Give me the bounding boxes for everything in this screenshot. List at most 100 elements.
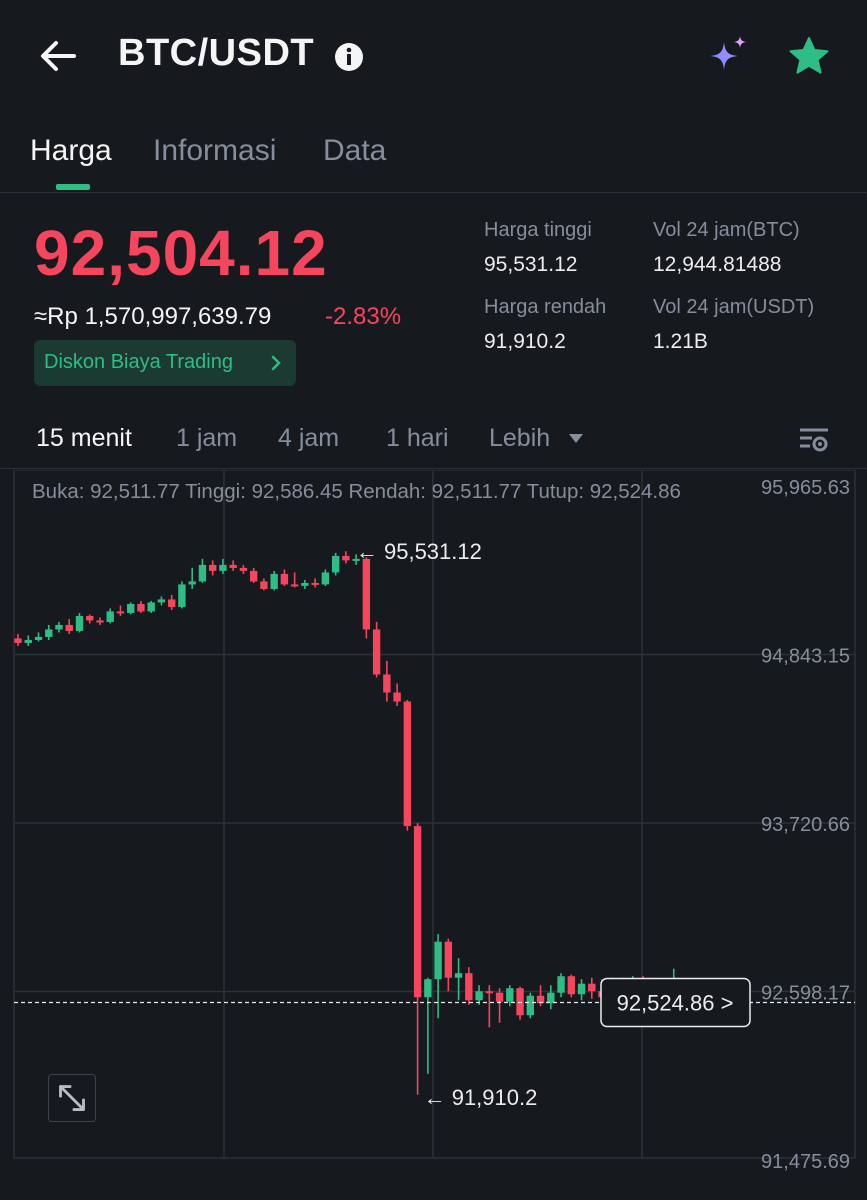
- vol-usdt-value: 1.21B: [653, 330, 708, 353]
- candle-down: [516, 988, 524, 1016]
- candle-down: [342, 555, 350, 561]
- candle-down: [413, 826, 422, 998]
- candle-up: [75, 615, 84, 631]
- candle-down: [383, 674, 391, 693]
- candle-down: [86, 615, 94, 621]
- interval-1h[interactable]: 1 jam: [176, 424, 238, 452]
- candle-up: [198, 564, 207, 582]
- tab-harga[interactable]: Harga: [30, 134, 112, 167]
- y-tick-label: 94,843.15: [761, 645, 850, 667]
- candle-up: [24, 639, 32, 643]
- y-tick-label: 95,965.63: [761, 477, 850, 499]
- y-tick-label: 91,475.69: [761, 1151, 850, 1173]
- candle-up: [188, 581, 196, 585]
- tab-data[interactable]: Data: [323, 134, 387, 167]
- chevron-right-icon: [271, 355, 281, 371]
- interval-15m[interactable]: 15 menit: [36, 424, 132, 452]
- candle-up: [270, 573, 278, 589]
- candle-down: [208, 564, 217, 571]
- candle-up: [45, 629, 53, 637]
- candle-down: [280, 573, 289, 585]
- candle-down: [393, 692, 401, 702]
- candle-up: [301, 582, 309, 586]
- current-price-tag[interactable]: [600, 977, 751, 1028]
- chart-grid: [13, 470, 856, 1159]
- candle-down: [290, 584, 299, 587]
- candle-up: [321, 572, 330, 585]
- candle-up: [454, 973, 463, 978]
- candle-up: [557, 976, 565, 993]
- candle-down: [465, 973, 473, 1001]
- candle-up: [475, 991, 483, 1001]
- high-label: Harga tinggi: [484, 219, 592, 241]
- candle-down: [311, 582, 319, 585]
- candle-up: [506, 988, 514, 1002]
- candle-down: [536, 995, 545, 1004]
- candle-down: [96, 620, 104, 623]
- low-value: 91,910.2: [484, 330, 566, 353]
- candle-up: [526, 995, 534, 1016]
- candle-up: [55, 624, 63, 630]
- chart-settings-icon[interactable]: [798, 424, 830, 456]
- candle-down: [444, 941, 453, 978]
- candle-down: [116, 611, 125, 614]
- candle-up: [34, 636, 43, 640]
- interval-bar: 15 menit 1 jam 4 jam 1 hari Lebih: [0, 408, 867, 469]
- candle-down: [65, 624, 73, 631]
- interval-4h[interactable]: 4 jam: [278, 424, 340, 452]
- candle-up: [219, 564, 227, 571]
- vol-usdt-label: Vol 24 jam(USDT): [653, 296, 815, 318]
- candle-down: [495, 992, 504, 1002]
- pair-title: BTC/USDT: [118, 32, 315, 74]
- candle-down: [260, 581, 268, 589]
- price-change: -2.83%: [325, 303, 402, 330]
- high-marker-label: ← 95,531.12: [356, 539, 482, 564]
- candle-down: [403, 701, 412, 827]
- candle-down: [14, 638, 22, 643]
- interval-more[interactable]: Lebih: [489, 424, 551, 452]
- arrow-left-icon[interactable]: [36, 34, 80, 78]
- expand-icon[interactable]: [48, 1074, 96, 1122]
- candle-up: [577, 983, 586, 995]
- candle-up: [157, 599, 166, 603]
- info-circle-icon[interactable]: [334, 42, 364, 72]
- fee-discount-label: Diskon Biaya Trading: [44, 351, 233, 373]
- ohlc-info: Buka: 92,511.77 Tinggi: 92,586.45 Rendah…: [32, 480, 681, 503]
- vol-btc-value: 12,944.81488: [653, 253, 782, 276]
- y-tick-label: 92,598.17: [761, 983, 850, 1005]
- sparkle-icon[interactable]: [704, 34, 752, 78]
- candle-down: [229, 564, 237, 568]
- candle-down: [485, 991, 494, 994]
- candle-up: [331, 555, 340, 573]
- candle-up: [434, 941, 442, 980]
- idr-price: ≈Rp 1,570,997,639.79: [34, 303, 272, 330]
- candle-up: [147, 602, 155, 612]
- y-tick-label: 93,720.66: [761, 814, 850, 836]
- candlestick-chart[interactable]: 95,965.63 94,843.15 93,720.66 92,598.17 91,4…: [0, 470, 867, 1200]
- active-tab-indicator: [56, 184, 90, 190]
- candle-down: [362, 558, 371, 630]
- vol-btc-label: Vol 24 jam(BTC): [653, 219, 800, 241]
- low-marker-label: ← 91,910.2: [424, 1085, 538, 1110]
- current-price-label: 92,524.86 >: [617, 991, 734, 1016]
- fee-discount-button[interactable]: Diskon Biaya Trading: [34, 340, 296, 386]
- chart-labels: 95,965.63 94,843.15 93,720.66 92,598.17 91,4…: [14, 477, 855, 1173]
- last-price: 92,504.12: [34, 217, 328, 289]
- candle-down: [137, 603, 145, 612]
- caret-down-icon[interactable]: [568, 432, 584, 444]
- candle-down: [567, 976, 575, 995]
- candle-down: [372, 629, 381, 675]
- candle-down: [249, 570, 258, 582]
- candle-up: [178, 584, 186, 607]
- candle-down: [588, 983, 596, 992]
- tab-informasi[interactable]: Informasi: [153, 134, 277, 167]
- interval-1d[interactable]: 1 hari: [386, 424, 449, 452]
- candle-up: [424, 979, 432, 998]
- chart-frame: [13, 470, 856, 1159]
- star-icon[interactable]: [788, 36, 830, 76]
- candle-down: [239, 567, 248, 571]
- candles-layer: [14, 551, 688, 1095]
- high-value: 95,531.12: [484, 253, 578, 276]
- top-bar: BTC/USDT: [0, 0, 867, 112]
- candle-up: [106, 611, 114, 622]
